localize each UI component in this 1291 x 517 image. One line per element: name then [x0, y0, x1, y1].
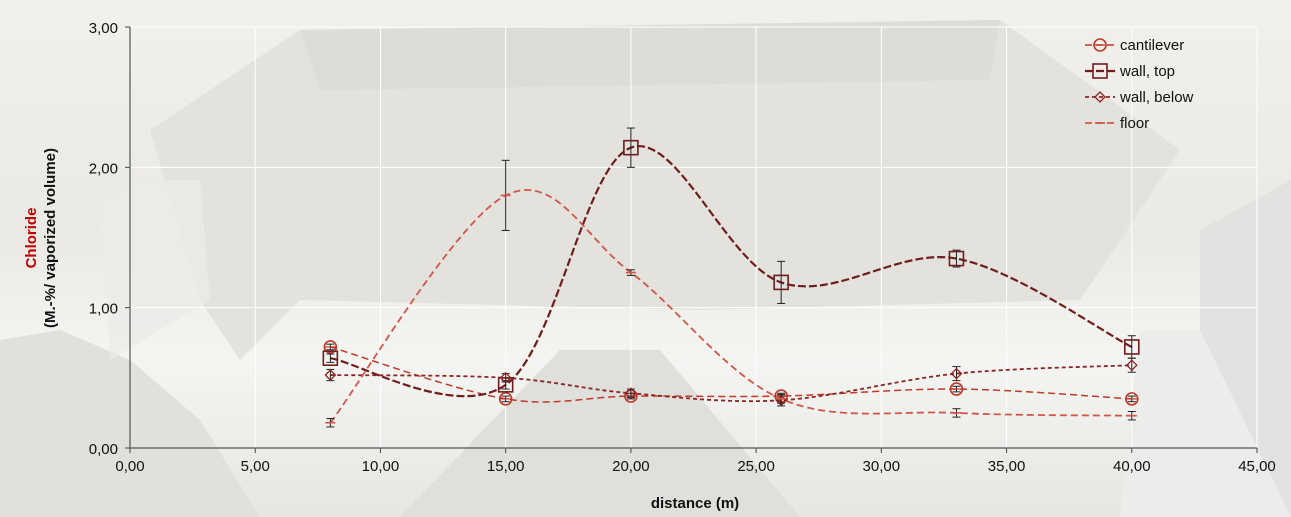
walkway	[400, 350, 800, 517]
series-line	[330, 346, 1132, 403]
legend-item: cantilever	[1085, 37, 1184, 54]
x-tick-label: 35,00	[988, 458, 1026, 475]
y-tick-label: 0,00	[89, 441, 118, 458]
x-tick-label: 15,00	[487, 458, 525, 475]
data-point	[773, 274, 789, 291]
grid-lines	[130, 26, 1258, 448]
legend-label: wall, top	[1119, 63, 1175, 80]
x-tick-label: 10,00	[362, 458, 400, 475]
stairs-area	[100, 180, 210, 360]
data-point	[1123, 339, 1140, 355]
y-tick-label: 3,00	[89, 20, 118, 37]
data-point	[948, 250, 965, 267]
legend-label: floor	[1120, 115, 1149, 132]
data-point	[623, 139, 639, 156]
data-point	[324, 369, 337, 381]
legend-label: cantilever	[1120, 37, 1184, 54]
data-point	[1125, 359, 1138, 372]
x-tick-label: 25,00	[737, 458, 775, 475]
x-tick-label: 40,00	[1113, 458, 1151, 475]
legend: cantilever wall, top wall, below floor	[1085, 37, 1194, 132]
series-lines	[322, 127, 1140, 428]
y-axis-title-group: Chloride	[23, 208, 40, 269]
legend-swatch-marker	[1092, 63, 1108, 79]
hull-upper	[300, 20, 1000, 90]
series-line	[329, 189, 1132, 424]
series-wall-below	[324, 357, 1138, 407]
data-point	[322, 350, 339, 366]
y-axis-subtitle-group: (M.-%/ vaporized volume)	[42, 148, 59, 328]
legend-label: wall, below	[1119, 89, 1194, 106]
right-pier	[1120, 330, 1291, 517]
x-tick-label: 0,00	[115, 458, 144, 475]
legend-item: wall, below	[1085, 89, 1194, 106]
series-line	[330, 145, 1133, 398]
series-floor	[325, 159, 1137, 428]
axes	[125, 26, 1258, 453]
x-tick-label: 45,00	[1238, 458, 1276, 475]
y-axis-subtitle: (M.-%/ vaporized volume)	[42, 148, 59, 328]
y-axis-title: Chloride	[23, 208, 40, 269]
x-tick-label: 20,00	[612, 458, 650, 475]
x-tick-label: 5,00	[241, 458, 270, 475]
legend-item: wall, top	[1085, 63, 1175, 80]
x-axis-title: distance (m)	[651, 495, 739, 512]
y-axis-title-part1: Chloride	[23, 208, 40, 269]
x-tick-label: 30,00	[863, 458, 901, 475]
y-tick-label: 2,00	[89, 160, 118, 177]
y-tick-label: 1,00	[89, 301, 118, 318]
hull-shape	[150, 20, 1180, 360]
data-point	[499, 371, 512, 384]
tick-labels: 0,00 5,00 10,00 15,00 20,00 25,00 30,00 35,00 40…	[89, 20, 1276, 475]
legend-item: floor	[1085, 115, 1149, 132]
data-point	[624, 387, 637, 400]
legend-swatch-marker	[1094, 91, 1106, 103]
series-wall-top	[322, 127, 1140, 398]
data-point	[950, 367, 963, 380]
series-line	[330, 364, 1132, 403]
